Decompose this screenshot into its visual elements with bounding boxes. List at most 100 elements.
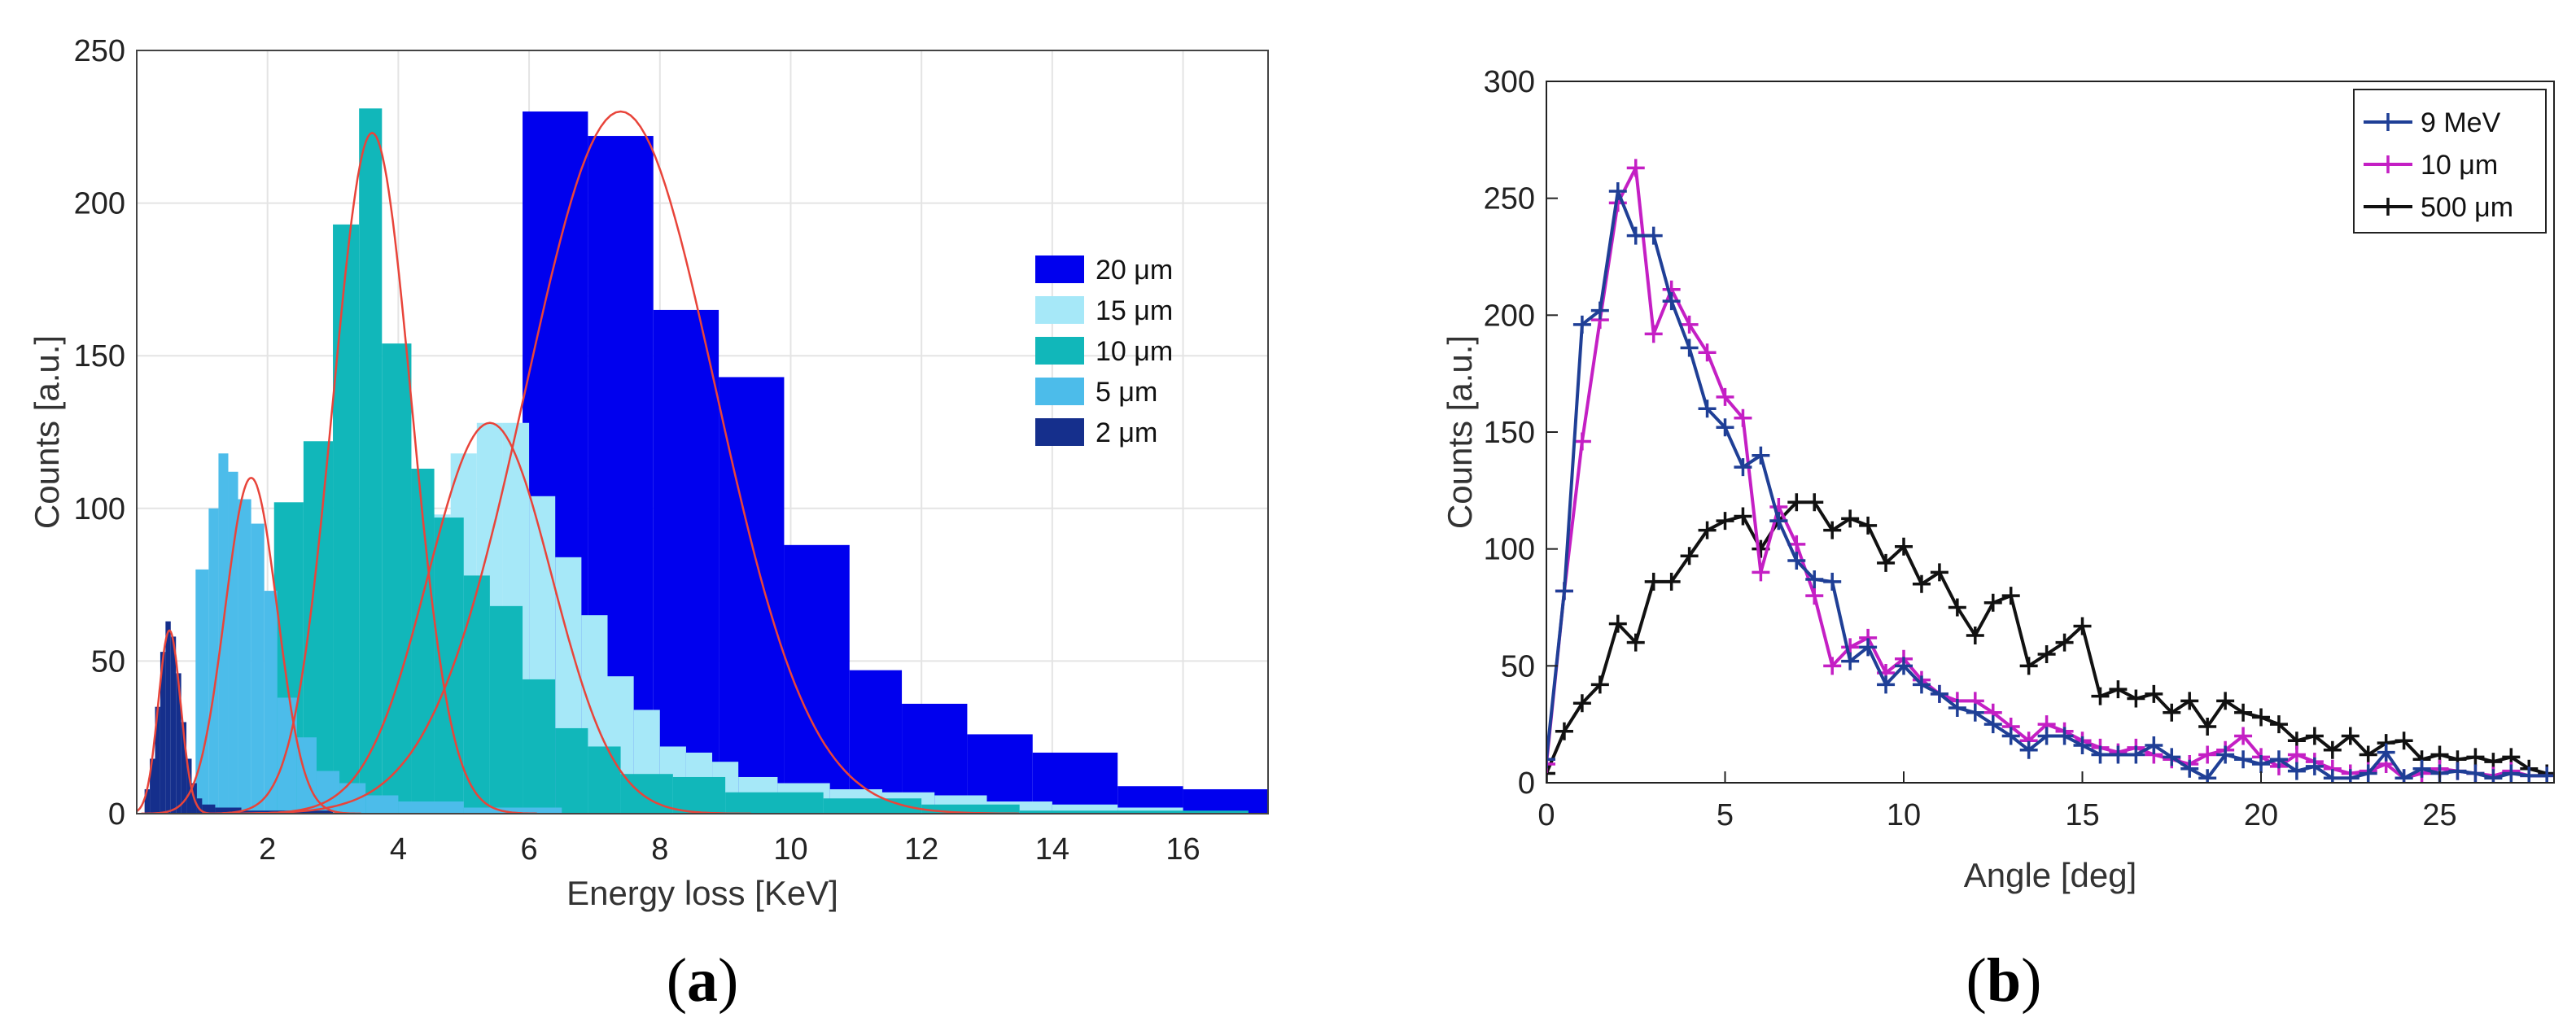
- data-point-marker: [1644, 572, 1663, 591]
- data-point-marker: [1787, 552, 1806, 570]
- data-point-marker: [2394, 769, 2413, 783]
- y-tick-label: 50: [91, 644, 125, 679]
- data-point-marker: [1805, 570, 1824, 589]
- data-point-marker: [2019, 657, 2038, 675]
- y-tick-label: 0: [108, 797, 125, 832]
- histogram-bar: [339, 783, 366, 814]
- histogram-bar: [150, 758, 155, 814]
- data-point-marker: [1546, 750, 1555, 769]
- data-point-marker: [2198, 718, 2217, 736]
- x-tick-label: 5: [1717, 798, 1734, 832]
- histogram-bar: [382, 343, 412, 814]
- data-point-marker: [2252, 708, 2271, 727]
- data-point-marker: [2019, 740, 2038, 759]
- data-point-marker: [1644, 226, 1663, 245]
- data-point-marker: [1948, 598, 1966, 617]
- histogram-bar: [672, 776, 726, 814]
- data-point-marker: [2091, 687, 2110, 705]
- histogram-bar: [489, 605, 523, 814]
- x-tick-label: 14: [1035, 832, 1069, 867]
- y-tick-label: 100: [74, 492, 125, 526]
- data-point-marker: [1859, 516, 1878, 535]
- histogram-bar: [176, 673, 182, 814]
- histogram-bar: [238, 499, 251, 814]
- data-point-marker: [2109, 680, 2128, 699]
- x-tick-label: 12: [904, 832, 938, 867]
- x-tick-label: 0: [1537, 798, 1555, 832]
- data-point-marker: [1841, 509, 1860, 528]
- legend-box: [2353, 89, 2547, 234]
- data-point-marker: [2466, 748, 2485, 766]
- data-point-marker: [2484, 769, 2503, 783]
- data-point-marker: [1716, 387, 1734, 406]
- data-point-marker: [1823, 572, 1842, 591]
- x-tick-label: 25: [2422, 798, 2456, 832]
- y-tick-label: 150: [74, 339, 125, 373]
- data-point-marker: [1769, 512, 1788, 531]
- legend-swatch: [1035, 255, 1084, 283]
- histogram-bar: [215, 807, 242, 814]
- data-point-marker: [2216, 692, 2235, 710]
- data-point-marker: [2394, 731, 2413, 750]
- data-point-marker: [1572, 315, 1591, 334]
- y-axis-label-b: Counts [a.u.]: [1441, 335, 1479, 529]
- data-point-marker: [2109, 745, 2128, 764]
- data-point-marker: [2055, 633, 2074, 652]
- legend-marker: [2379, 113, 2397, 131]
- data-point-marker: [1859, 638, 1878, 657]
- y-tick-label: 200: [74, 187, 125, 221]
- y-tick-label: 50: [1501, 649, 1535, 683]
- axes-frame-a: [136, 50, 1269, 814]
- chart-panel-a: 2 4 6 8 10 12 14 16 0 50 100 150 200 250 Energy loss …: [28, 34, 1269, 1015]
- data-point-marker: [1572, 432, 1591, 451]
- data-point-marker: [1626, 633, 1645, 652]
- data-point-marker: [1948, 699, 1966, 718]
- data-point-marker: [2127, 745, 2145, 764]
- data-point-marker: [2073, 617, 2092, 635]
- gaussian-fits-a: [137, 110, 1019, 814]
- legend-b: 9 MeV 10 μm 500 μm: [2353, 89, 2547, 234]
- data-point-marker: [1662, 292, 1681, 311]
- histogram-bar: [218, 453, 229, 814]
- x-tick-label: 4: [390, 832, 407, 867]
- data-point-marker: [2466, 764, 2485, 783]
- line-series: [1546, 182, 2554, 783]
- data-point-marker: [1608, 182, 1627, 201]
- legend-a: 20 μm 15 μm 10 μm 5 μm 2 μm: [1035, 255, 1173, 448]
- gaussian-fit-curve: [229, 421, 751, 814]
- data-point-marker: [2269, 715, 2288, 734]
- x-tick-label: 20: [2244, 798, 2278, 832]
- histogram-bar: [170, 636, 177, 814]
- data-point-marker: [2216, 745, 2235, 764]
- gaussian-fit-curve: [207, 131, 537, 814]
- data-point-marker: [1608, 614, 1627, 633]
- data-point-marker: [2305, 757, 2324, 775]
- data-point-marker: [2377, 743, 2395, 762]
- histogram-bar: [398, 801, 464, 814]
- x-tick-label: 16: [1166, 832, 1200, 867]
- data-point-marker: [1644, 325, 1663, 343]
- histogram-bar: [359, 108, 383, 814]
- histogram-bar: [784, 544, 850, 814]
- data-point-marker: [2341, 727, 2360, 745]
- x-tick-label: 10: [1887, 798, 1921, 832]
- data-point-marker: [1680, 338, 1699, 357]
- legend-label: 9 MeV: [2421, 107, 2501, 138]
- histogram-bar: [1019, 810, 1249, 814]
- legend-label: 500 μm: [2421, 192, 2513, 223]
- data-point-marker: [1555, 722, 1573, 740]
- data-point-marker: [1805, 587, 1824, 605]
- panel-label-a: (a): [667, 946, 739, 1015]
- legend-label: 5 μm: [1096, 377, 1157, 408]
- y-tick-label: 200: [1484, 299, 1535, 333]
- legend-item: 15 μm: [1035, 295, 1173, 326]
- y-axis-label-a: Counts [a.u.]: [28, 335, 66, 529]
- data-point-marker: [1555, 582, 1573, 600]
- data-point-marker: [1590, 301, 1609, 320]
- data-point-marker: [1966, 626, 1984, 644]
- data-point-marker: [1734, 458, 1752, 477]
- histogram-bar: [823, 798, 922, 814]
- histogram-bar: [160, 652, 166, 814]
- data-point-marker: [1983, 593, 2002, 612]
